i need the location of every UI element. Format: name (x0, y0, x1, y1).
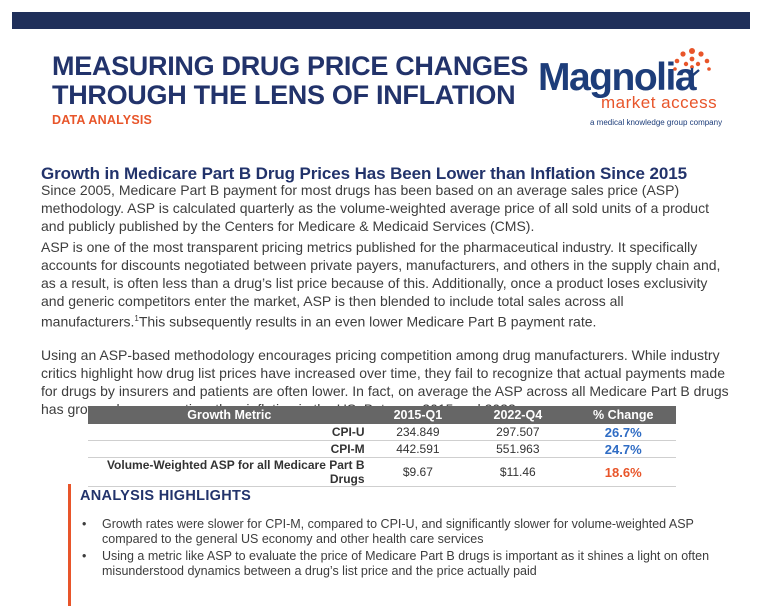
table-header-row: Growth Metric 2015-Q1 2022-Q4 % Change (88, 406, 676, 424)
page-title: MEASURING DRUG PRICE CHANGES THROUGH THE… (52, 52, 528, 110)
magnolia-logo: Magnolia market access a medical knowled… (538, 46, 743, 130)
value-2015: 442.591 (370, 440, 466, 458)
paragraph-asp-methodology: Since 2005, Medicare Part B payment for … (41, 182, 709, 234)
percent-change: 26.7% (570, 424, 676, 441)
metric-label: Volume-Weighted ASP for all Medicare Par… (88, 457, 371, 487)
header-2022-q4: 2022-Q4 (465, 406, 571, 424)
paragraph-asp-transparency-tail: This subsequently results in an even low… (138, 313, 597, 330)
page-title-line-1: MEASURING DRUG PRICE CHANGES (52, 51, 529, 81)
value-2022: $11.46 (465, 457, 571, 487)
value-2022: 551.963 (465, 440, 571, 458)
bullet-icon: • (82, 517, 87, 531)
highlight-text: Growth rates were slower for CPI-M, comp… (102, 517, 694, 546)
table-row: Volume-Weighted ASP for all Medicare Par… (88, 457, 676, 487)
metric-label: CPI-M (88, 440, 371, 458)
header-percent-change: % Change (570, 406, 676, 424)
percent-change: 24.7% (570, 440, 676, 458)
table-row: CPI-U 234.849 297.507 26.7% (88, 424, 676, 441)
footnote-marker: 1 (134, 314, 139, 323)
logo-subtitle: market access (601, 93, 718, 112)
value-2015: $9.67 (370, 457, 466, 487)
logo-tagline: a medical knowledge group company (590, 118, 723, 127)
value-2022: 297.507 (465, 424, 571, 441)
top-banner-bar (12, 12, 750, 29)
highlights-list: • Growth rates were slower for CPI-M, com… (82, 517, 732, 581)
flower-icon (673, 48, 711, 86)
list-item: • Growth rates were slower for CPI-M, com… (82, 517, 732, 547)
highlight-text: Using a metric like ASP to evaluate the … (102, 549, 710, 578)
table-row: CPI-M 442.591 551.963 24.7% (88, 440, 676, 458)
page-subtitle: DATA ANALYSIS (52, 113, 153, 127)
bullet-icon: • (82, 549, 87, 563)
logo-name: Magnolia (538, 56, 697, 99)
section-heading: Growth in Medicare Part B Drug Prices Ha… (41, 164, 687, 184)
growth-metrics-table: Growth Metric 2015-Q1 2022-Q4 % Change C… (88, 406, 676, 487)
header-2015-q1: 2015-Q1 (370, 406, 466, 424)
list-item: • Using a metric like ASP to evaluate the… (82, 549, 732, 579)
paragraph-asp-transparency: ASP is one of the most transparent prici… (41, 238, 731, 331)
percent-change: 18.6% (570, 457, 676, 487)
highlights-title: ANALYSIS HIGHLIGHTS (80, 488, 252, 504)
value-2015: 234.849 (370, 424, 466, 441)
highlights-accent-bar (68, 484, 71, 606)
metric-label: CPI-U (88, 424, 371, 441)
paragraph-asp-transparency-text: ASP is one of the most transparent prici… (41, 239, 721, 330)
header-growth-metric: Growth Metric (88, 406, 371, 424)
page-title-line-2: THROUGH THE LENS OF INFLATION (52, 80, 516, 110)
